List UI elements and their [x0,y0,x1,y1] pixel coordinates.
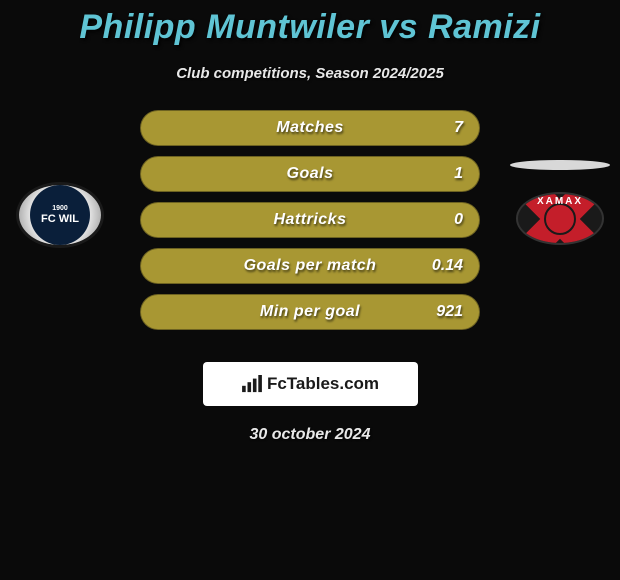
stats-column: Matches 7 Goals 1 Hattricks 0 Goals per … [140,110,480,340]
stat-label: Goals [287,165,334,183]
right-ellipse [510,160,610,170]
stat-label: Goals per match [244,257,377,275]
comparison-title: Philipp Muntwiler vs Ramizi [0,0,620,47]
stat-value: 921 [436,303,463,321]
stat-label: Min per goal [260,303,360,321]
brand-text: FcTables.com [267,374,379,394]
stat-row-mpg: Min per goal 921 [140,294,480,330]
stat-label: Matches [276,119,344,137]
left-club-badge: 1900 FC WIL [16,182,104,248]
season-subtitle: Club competitions, Season 2024/2025 [0,65,620,82]
stat-value: 0 [454,211,463,229]
stat-value: 0.14 [432,257,463,275]
xamax-short: XAMAX [518,196,602,207]
stat-row-matches: Matches 7 [140,110,480,146]
comparison-body: 1900 FC WIL XAMAX Matches 7 Goals 1 Hatt… [0,110,620,350]
brand-box[interactable]: FcTables.com [203,362,418,406]
stat-row-hattricks: Hattricks 0 [140,202,480,238]
wil-badge-inner: 1900 FC WIL [30,185,90,245]
stat-label: Hattricks [274,211,347,229]
stat-row-goals: Goals 1 [140,156,480,192]
xamax-center-dot [544,203,576,235]
stat-value: 1 [454,165,463,183]
right-club-badge: XAMAX [516,192,604,245]
stat-row-gpm: Goals per match 0.14 [140,248,480,284]
bars-icon [241,375,263,393]
left-club-block: 1900 FC WIL [10,160,110,245]
wil-short: FC WIL [41,214,79,225]
stat-value: 7 [454,119,463,137]
wil-year: 1900 [52,205,68,212]
date-line: 30 october 2024 [0,426,620,444]
right-club-block: XAMAX [510,160,610,245]
